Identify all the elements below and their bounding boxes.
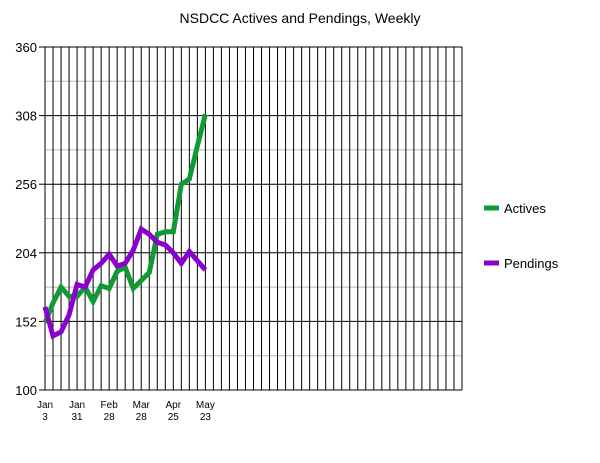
x-tick-label: 3 xyxy=(42,412,48,423)
chart-title: NSDCC Actives and Pendings, Weekly xyxy=(180,10,421,26)
x-tick-label: 28 xyxy=(104,412,116,423)
x-tick-label: 31 xyxy=(72,412,84,423)
x-tick-label: 23 xyxy=(200,412,212,423)
x-tick-label: Jan xyxy=(37,400,53,411)
series-lines xyxy=(42,113,208,340)
y-tick-label: 256 xyxy=(15,177,37,192)
legend-label-actives: Actives xyxy=(504,201,546,216)
x-tick-label: Feb xyxy=(101,400,119,411)
x-tick-label: Mar xyxy=(133,400,151,411)
y-axis: 100 152 204 256 308 360 xyxy=(15,40,45,398)
y-tick-label: 204 xyxy=(15,246,37,261)
y-tick-label: 152 xyxy=(15,314,37,329)
x-tick-label: May xyxy=(196,400,215,411)
series-line-pendings xyxy=(42,225,208,340)
x-tick-label: 25 xyxy=(168,412,180,423)
y-tick-label: 100 xyxy=(15,383,37,398)
x-tick-label: Jan xyxy=(69,400,85,411)
legend: Actives Pendings xyxy=(484,201,559,271)
y-tick-label: 360 xyxy=(15,40,37,55)
x-tick-label: 28 xyxy=(136,412,148,423)
legend-label-pendings: Pendings xyxy=(504,256,559,271)
grid-major xyxy=(44,46,463,391)
x-tick-label: Apr xyxy=(166,400,182,411)
y-tick-label: 308 xyxy=(15,109,37,124)
